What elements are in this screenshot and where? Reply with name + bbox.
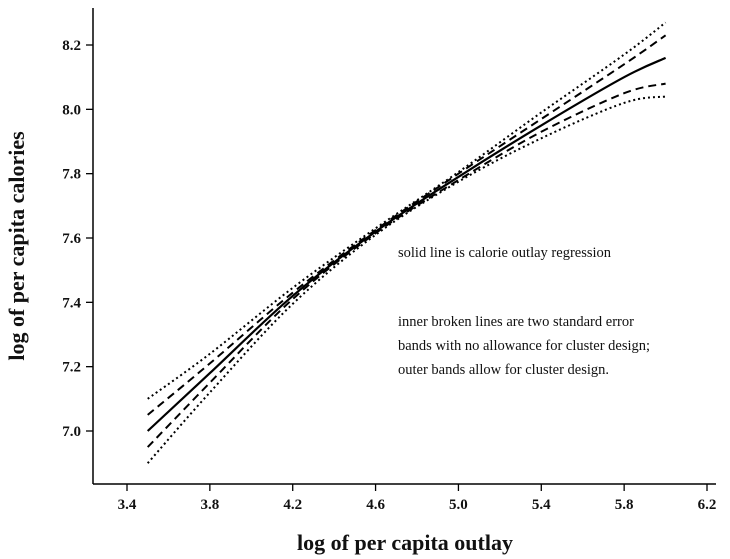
y-tick-label: 7.6 <box>62 231 81 247</box>
x-tick-label: 5.8 <box>615 497 634 513</box>
series-line-dashed-2 <box>146 82 666 448</box>
series-line-dotted-3 <box>147 21 667 400</box>
annotation-regression: solid line is calorie outlay regression <box>398 245 612 261</box>
series-lines <box>146 21 667 464</box>
y-tick-label: 8.0 <box>62 102 81 118</box>
x-tick-label: 6.2 <box>698 497 717 513</box>
x-axis-title: log of per capita outlay <box>297 530 513 555</box>
y-tick-label: 7.2 <box>62 360 81 376</box>
y-ticks: 7.0 7.2 7.4 7.6 7.8 8.0 8.2 <box>62 38 93 440</box>
annotation-bands-line1: inner broken lines are two standard erro… <box>398 314 634 330</box>
x-ticks: 3.4 3.8 4.2 4.6 5.0 5.4 5.8 6.2 <box>118 484 717 513</box>
y-tick-label: 7.8 <box>62 167 81 183</box>
x-tick-label: 3.8 <box>200 497 219 513</box>
series-line-solid-0 <box>146 56 667 432</box>
x-tick-label: 4.2 <box>283 497 302 513</box>
x-tick-label: 3.4 <box>118 497 137 513</box>
x-tick-label: 5.0 <box>449 497 468 513</box>
y-tick-label: 7.4 <box>62 295 81 311</box>
x-tick-label: 5.4 <box>532 497 551 513</box>
annotation-bands-line2: bands with no allowance for cluster desi… <box>398 338 650 354</box>
x-tick-label: 4.6 <box>366 497 385 513</box>
y-tick-label: 8.2 <box>62 38 81 54</box>
y-axis-title: log of per capita calories <box>4 131 29 361</box>
y-tick-label: 7.0 <box>62 424 81 440</box>
axes <box>92 8 716 485</box>
annotation-bands-line3: outer bands allow for cluster design. <box>398 362 609 378</box>
series-line-dotted-4 <box>146 95 666 464</box>
